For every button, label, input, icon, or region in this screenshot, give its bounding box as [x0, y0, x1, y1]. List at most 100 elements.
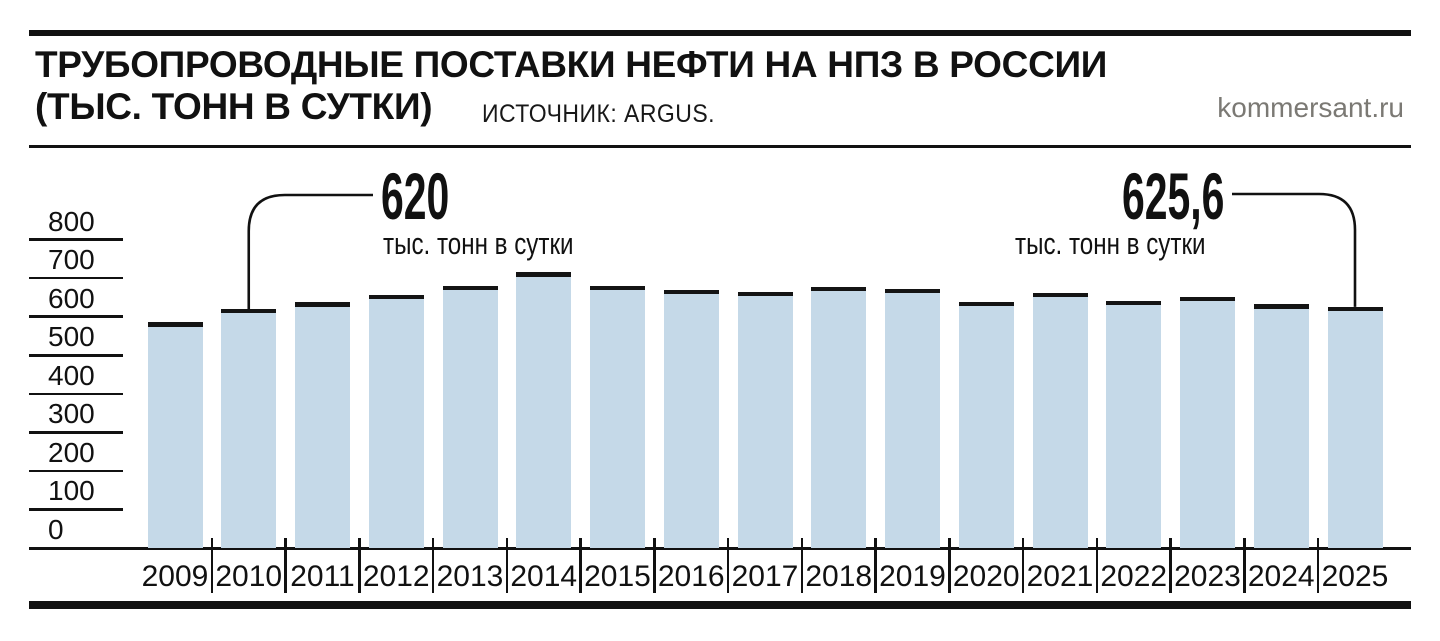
bar-fill-2023 — [1180, 301, 1235, 548]
bar-fill-2015 — [590, 290, 645, 548]
bar-fill-2018 — [811, 291, 867, 548]
x-axis-separator — [210, 538, 214, 593]
y-tick-label-800: 800 — [48, 205, 95, 237]
x-axis-separator — [1095, 538, 1099, 593]
bar-cap-2009 — [147, 322, 203, 327]
y-gridline-700 — [29, 276, 123, 280]
bar-cap-2022 — [1106, 300, 1162, 306]
y-gridline-300 — [29, 431, 123, 434]
y-gridline-500 — [29, 354, 123, 357]
x-tick-label-2023: 2023 — [1174, 560, 1241, 593]
y-gridline-200 — [29, 469, 123, 473]
x-axis-separator — [726, 538, 730, 593]
x-tick-label-2012: 2012 — [362, 560, 430, 593]
bar-2012 — [368, 294, 424, 548]
x-tick-label-2017: 2017 — [731, 560, 799, 593]
bar-2020 — [958, 301, 1014, 548]
bar-2025 — [1327, 306, 1383, 548]
chart-title: ТРУБОПРОВОДНЫЕ ПОСТАВКИ НЕФТИ НА НПЗ В Р… — [35, 44, 1107, 128]
x-tick-label-2016: 2016 — [657, 560, 725, 593]
x-tick-label-2025: 2025 — [1321, 560, 1389, 593]
bar-fill-2021 — [1032, 297, 1088, 548]
chart-title-line1: ТРУБОПРОВОДНЫЕ ПОСТАВКИ НЕФТИ НА НПЗ В Р… — [35, 44, 1108, 85]
x-tick-label-2011: 2011 — [290, 560, 355, 593]
site-watermark: kommersant.ru — [1217, 92, 1404, 123]
y-tick-label-700: 700 — [48, 244, 95, 276]
y-tick-label-600: 600 — [48, 282, 95, 314]
bar-fill-2022 — [1106, 305, 1162, 548]
bar-fill-2012 — [368, 299, 424, 548]
bar-cap-2015 — [590, 285, 645, 291]
bar-fill-2011 — [295, 306, 350, 548]
source-credit: ИСТОЧНИК: ARGUS. — [482, 100, 715, 128]
annotation-value-2025: 625,6 — [1122, 159, 1225, 233]
bar-fill-2009 — [147, 326, 203, 548]
bar-fill-2013 — [442, 290, 498, 548]
x-tick-label-2021: 2021 — [1026, 560, 1094, 593]
y-gridline-800 — [29, 238, 123, 241]
y-gridline-100 — [29, 508, 123, 511]
x-axis-baseline — [29, 547, 1411, 550]
bar-cap-2018 — [811, 286, 867, 292]
x-axis-separator — [431, 538, 435, 593]
bar-fill-2017 — [737, 296, 793, 548]
bar-2015 — [590, 285, 645, 548]
y-tick-label-500: 500 — [48, 321, 95, 353]
bar-cap-2014 — [516, 272, 572, 277]
bar-2013 — [442, 285, 498, 548]
bar-fill-2010 — [221, 313, 277, 548]
bar-fill-2019 — [885, 293, 940, 548]
x-tick-label-2015: 2015 — [584, 560, 651, 593]
bar-fill-2024 — [1253, 308, 1309, 548]
bar-cap-2019 — [885, 288, 940, 294]
x-axis-separator — [505, 538, 509, 593]
x-axis-separator — [1021, 538, 1025, 593]
bar-fill-2016 — [663, 294, 719, 548]
bar-fill-2025 — [1327, 311, 1383, 548]
x-axis-separator — [579, 538, 582, 593]
x-axis-separator — [653, 538, 656, 593]
x-axis-separator — [800, 538, 804, 593]
bar-2024 — [1253, 304, 1309, 548]
bar-2014 — [516, 272, 572, 548]
chart-title-line2: (ТЫС. ТОНН В СУТКИ) — [35, 86, 433, 127]
x-tick-label-2010: 2010 — [215, 560, 283, 593]
bar-2021 — [1032, 292, 1088, 548]
bar-cap-2017 — [737, 291, 793, 297]
bar-2009 — [147, 322, 203, 548]
annotation-unit-2010: тыс. тонн в сутки — [383, 226, 574, 261]
x-tick-label-2014: 2014 — [510, 560, 578, 593]
y-tick-label-200: 200 — [48, 436, 95, 468]
x-tick-label-2022: 2022 — [1100, 560, 1168, 593]
bottom-rule — [29, 601, 1411, 609]
x-axis-separator — [874, 538, 877, 593]
bar-2016 — [663, 289, 719, 548]
x-tick-label-2019: 2019 — [879, 560, 946, 593]
bar-fill-2014 — [516, 276, 572, 548]
bar-2019 — [885, 288, 940, 548]
x-axis-separator — [948, 538, 951, 593]
y-tick-label-400: 400 — [48, 359, 95, 391]
x-tick-label-2018: 2018 — [805, 560, 873, 593]
bar-cap-2012 — [368, 294, 424, 300]
bar-cap-2020 — [958, 301, 1014, 307]
x-axis-separator — [1243, 538, 1246, 593]
y-gridline-600 — [29, 315, 123, 318]
x-tick-label-2020: 2020 — [952, 560, 1020, 593]
bar-cap-2013 — [442, 285, 498, 291]
bar-2010 — [221, 308, 277, 548]
bar-cap-2016 — [663, 289, 719, 295]
y-tick-label-300: 300 — [48, 398, 95, 430]
annotation-value-2010: 620 — [381, 159, 450, 233]
bar-cap-2023 — [1180, 296, 1235, 302]
bar-fill-2020 — [958, 306, 1014, 548]
bar-2011 — [295, 302, 350, 548]
bar-2017 — [737, 291, 793, 548]
x-tick-label-2009: 2009 — [141, 560, 209, 593]
bar-cap-2010 — [221, 308, 277, 314]
top-rule — [29, 30, 1411, 36]
x-tick-label-2013: 2013 — [436, 560, 504, 593]
x-axis-separator — [358, 538, 361, 593]
annotation-unit-2025: тыс. тонн в сутки — [1015, 226, 1206, 261]
